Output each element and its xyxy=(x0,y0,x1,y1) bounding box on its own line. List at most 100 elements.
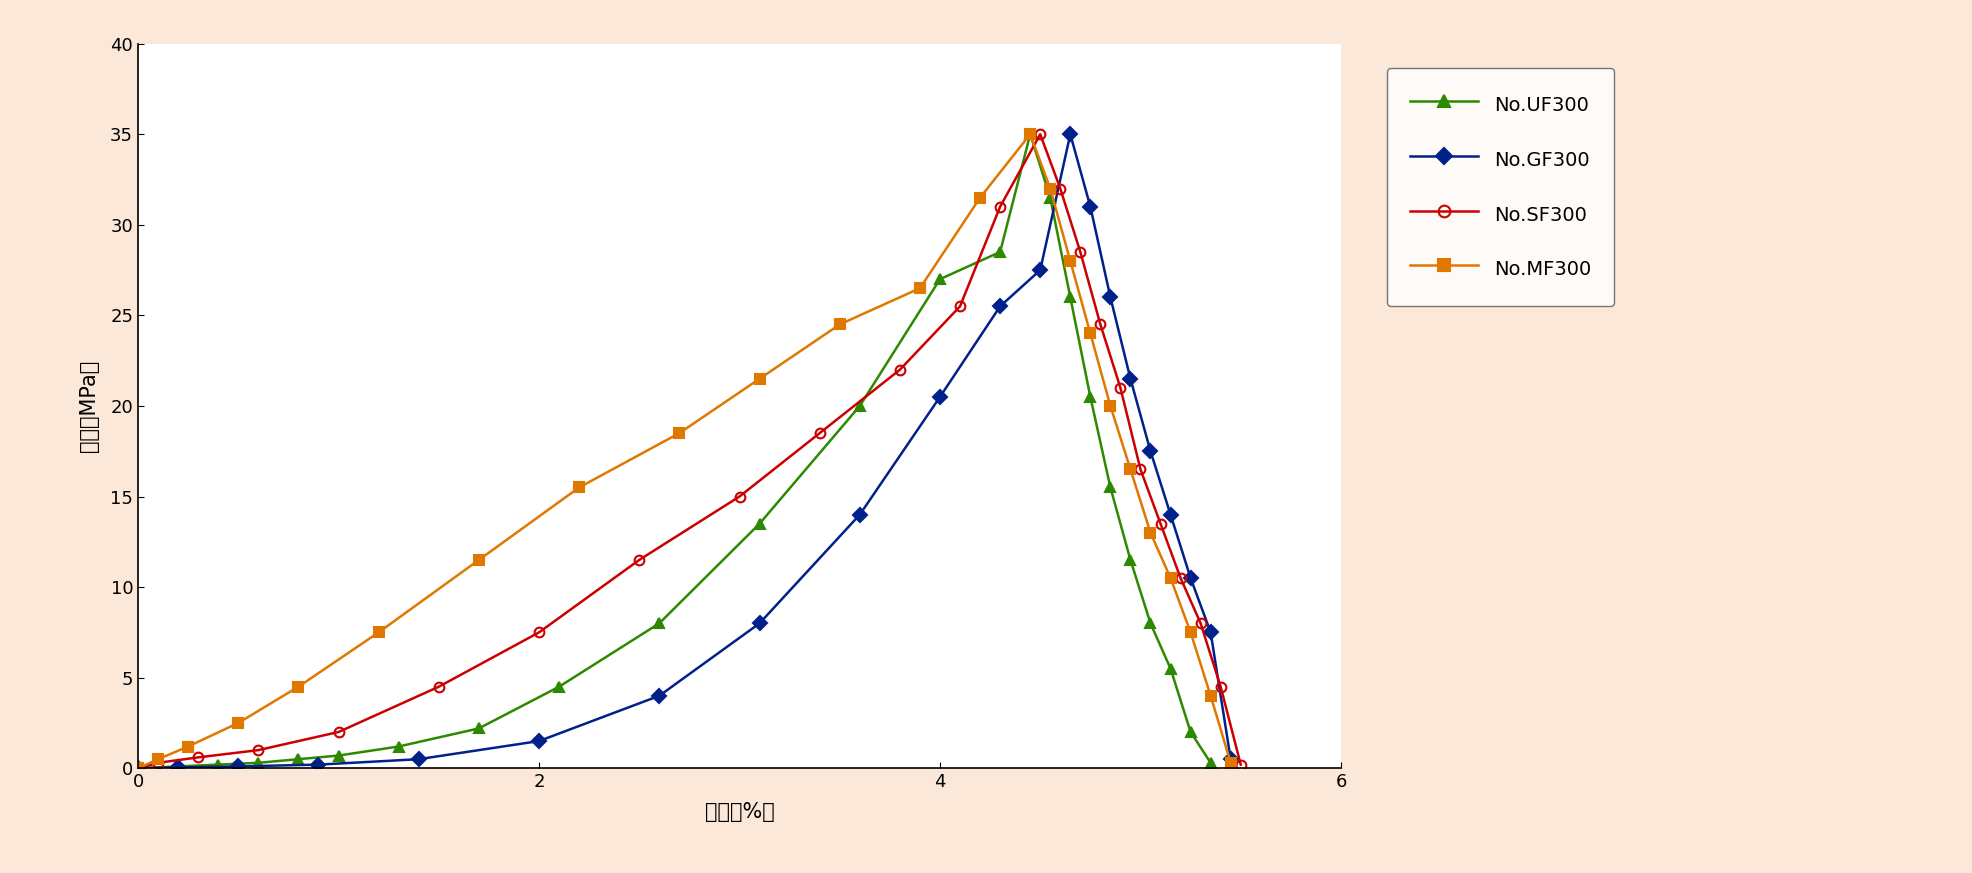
No.SF300 xyxy=(327,726,351,737)
No.GF300 xyxy=(929,392,952,402)
No.SF300 xyxy=(809,428,832,438)
No.GF300 xyxy=(848,510,872,520)
No.MF300 xyxy=(367,627,390,637)
No.MF300 xyxy=(1018,129,1041,140)
No.GF300 xyxy=(166,762,189,773)
No.MF300 xyxy=(1039,183,1063,194)
No.UF300 xyxy=(1160,663,1183,674)
No.UF300 xyxy=(1059,292,1083,303)
No.MF300 xyxy=(227,718,250,728)
No.MF300 xyxy=(1059,256,1083,266)
No.SF300 xyxy=(146,758,170,768)
No.SF300 xyxy=(1049,183,1073,194)
No.GF300 xyxy=(308,760,331,770)
No.MF300 xyxy=(1138,527,1162,538)
No.MF300 xyxy=(286,682,310,692)
No.SF300 xyxy=(1029,129,1053,140)
No.GF300 xyxy=(747,618,771,629)
No.MF300 xyxy=(568,482,592,492)
No.MF300 xyxy=(126,763,150,773)
No.MF300 xyxy=(1199,691,1223,701)
No.SF300 xyxy=(1108,382,1132,393)
No.UF300 xyxy=(1098,482,1122,492)
No.UF300 xyxy=(207,760,231,770)
No.SF300 xyxy=(887,365,911,375)
No.SF300 xyxy=(1189,618,1213,629)
No.SF300 xyxy=(1128,464,1152,475)
No.MF300 xyxy=(1118,464,1142,475)
No.MF300 xyxy=(968,192,992,203)
No.GF300 xyxy=(647,691,670,701)
No.MF300 xyxy=(1160,573,1183,583)
No.GF300 xyxy=(988,301,1012,312)
No.GF300 xyxy=(1029,265,1053,275)
No.UF300 xyxy=(929,274,952,285)
X-axis label: 歪率（%）: 歪率（%） xyxy=(704,802,775,822)
No.UF300 xyxy=(988,247,1012,258)
No.GF300 xyxy=(406,754,430,765)
No.MF300 xyxy=(1079,328,1102,339)
No.MF300 xyxy=(176,741,199,752)
No.MF300 xyxy=(1098,401,1122,411)
No.UF300 xyxy=(387,741,410,752)
No.GF300 xyxy=(1118,374,1142,384)
No.UF300 xyxy=(1118,554,1142,565)
No.SF300 xyxy=(126,763,150,773)
No.GF300 xyxy=(1098,292,1122,303)
No.SF300 xyxy=(527,627,550,637)
No.SF300 xyxy=(1169,573,1193,583)
No.SF300 xyxy=(1209,682,1232,692)
No.UF300 xyxy=(327,750,351,760)
Line: No.SF300: No.SF300 xyxy=(134,129,1246,773)
No.UF300 xyxy=(286,754,310,765)
No.SF300 xyxy=(1089,320,1112,330)
No.MF300 xyxy=(828,320,852,330)
No.MF300 xyxy=(669,428,692,438)
No.UF300 xyxy=(747,519,771,529)
No.SF300 xyxy=(949,301,972,312)
No.MF300 xyxy=(907,283,933,293)
No.SF300 xyxy=(1229,760,1252,770)
No.UF300 xyxy=(467,723,491,733)
No.SF300 xyxy=(1069,247,1092,258)
No.UF300 xyxy=(1079,392,1102,402)
Line: No.GF300: No.GF300 xyxy=(134,129,1236,773)
No.GF300 xyxy=(227,761,250,772)
No.GF300 xyxy=(1138,446,1162,457)
No.UF300 xyxy=(246,758,270,768)
No.UF300 xyxy=(1199,758,1223,768)
Legend: No.UF300, No.GF300, No.SF300, No.MF300: No.UF300, No.GF300, No.SF300, No.MF300 xyxy=(1386,68,1615,306)
No.UF300 xyxy=(1179,726,1203,737)
No.UF300 xyxy=(548,682,572,692)
No.GF300 xyxy=(1179,573,1203,583)
No.UF300 xyxy=(1039,192,1063,203)
No.GF300 xyxy=(1059,129,1083,140)
No.MF300 xyxy=(146,754,170,765)
No.SF300 xyxy=(728,491,751,502)
Y-axis label: 面圧（MPa）: 面圧（MPa） xyxy=(79,360,99,452)
No.SF300 xyxy=(988,202,1012,212)
No.UF300 xyxy=(1018,129,1041,140)
No.UF300 xyxy=(848,401,872,411)
No.MF300 xyxy=(747,374,771,384)
Line: No.UF300: No.UF300 xyxy=(134,129,1215,773)
No.UF300 xyxy=(647,618,670,629)
No.SF300 xyxy=(246,745,270,755)
No.UF300 xyxy=(1138,618,1162,629)
No.SF300 xyxy=(627,554,651,565)
No.UF300 xyxy=(166,761,189,772)
No.GF300 xyxy=(126,763,150,773)
No.GF300 xyxy=(1199,627,1223,637)
No.UF300 xyxy=(126,763,150,773)
No.GF300 xyxy=(527,736,550,746)
No.SF300 xyxy=(187,753,211,763)
No.GF300 xyxy=(1079,202,1102,212)
No.GF300 xyxy=(1219,754,1242,765)
No.GF300 xyxy=(1160,510,1183,520)
No.MF300 xyxy=(1219,758,1242,768)
No.SF300 xyxy=(428,682,452,692)
No.MF300 xyxy=(467,554,491,565)
No.SF300 xyxy=(1148,519,1171,529)
No.MF300 xyxy=(1179,627,1203,637)
Line: No.MF300: No.MF300 xyxy=(134,129,1236,773)
